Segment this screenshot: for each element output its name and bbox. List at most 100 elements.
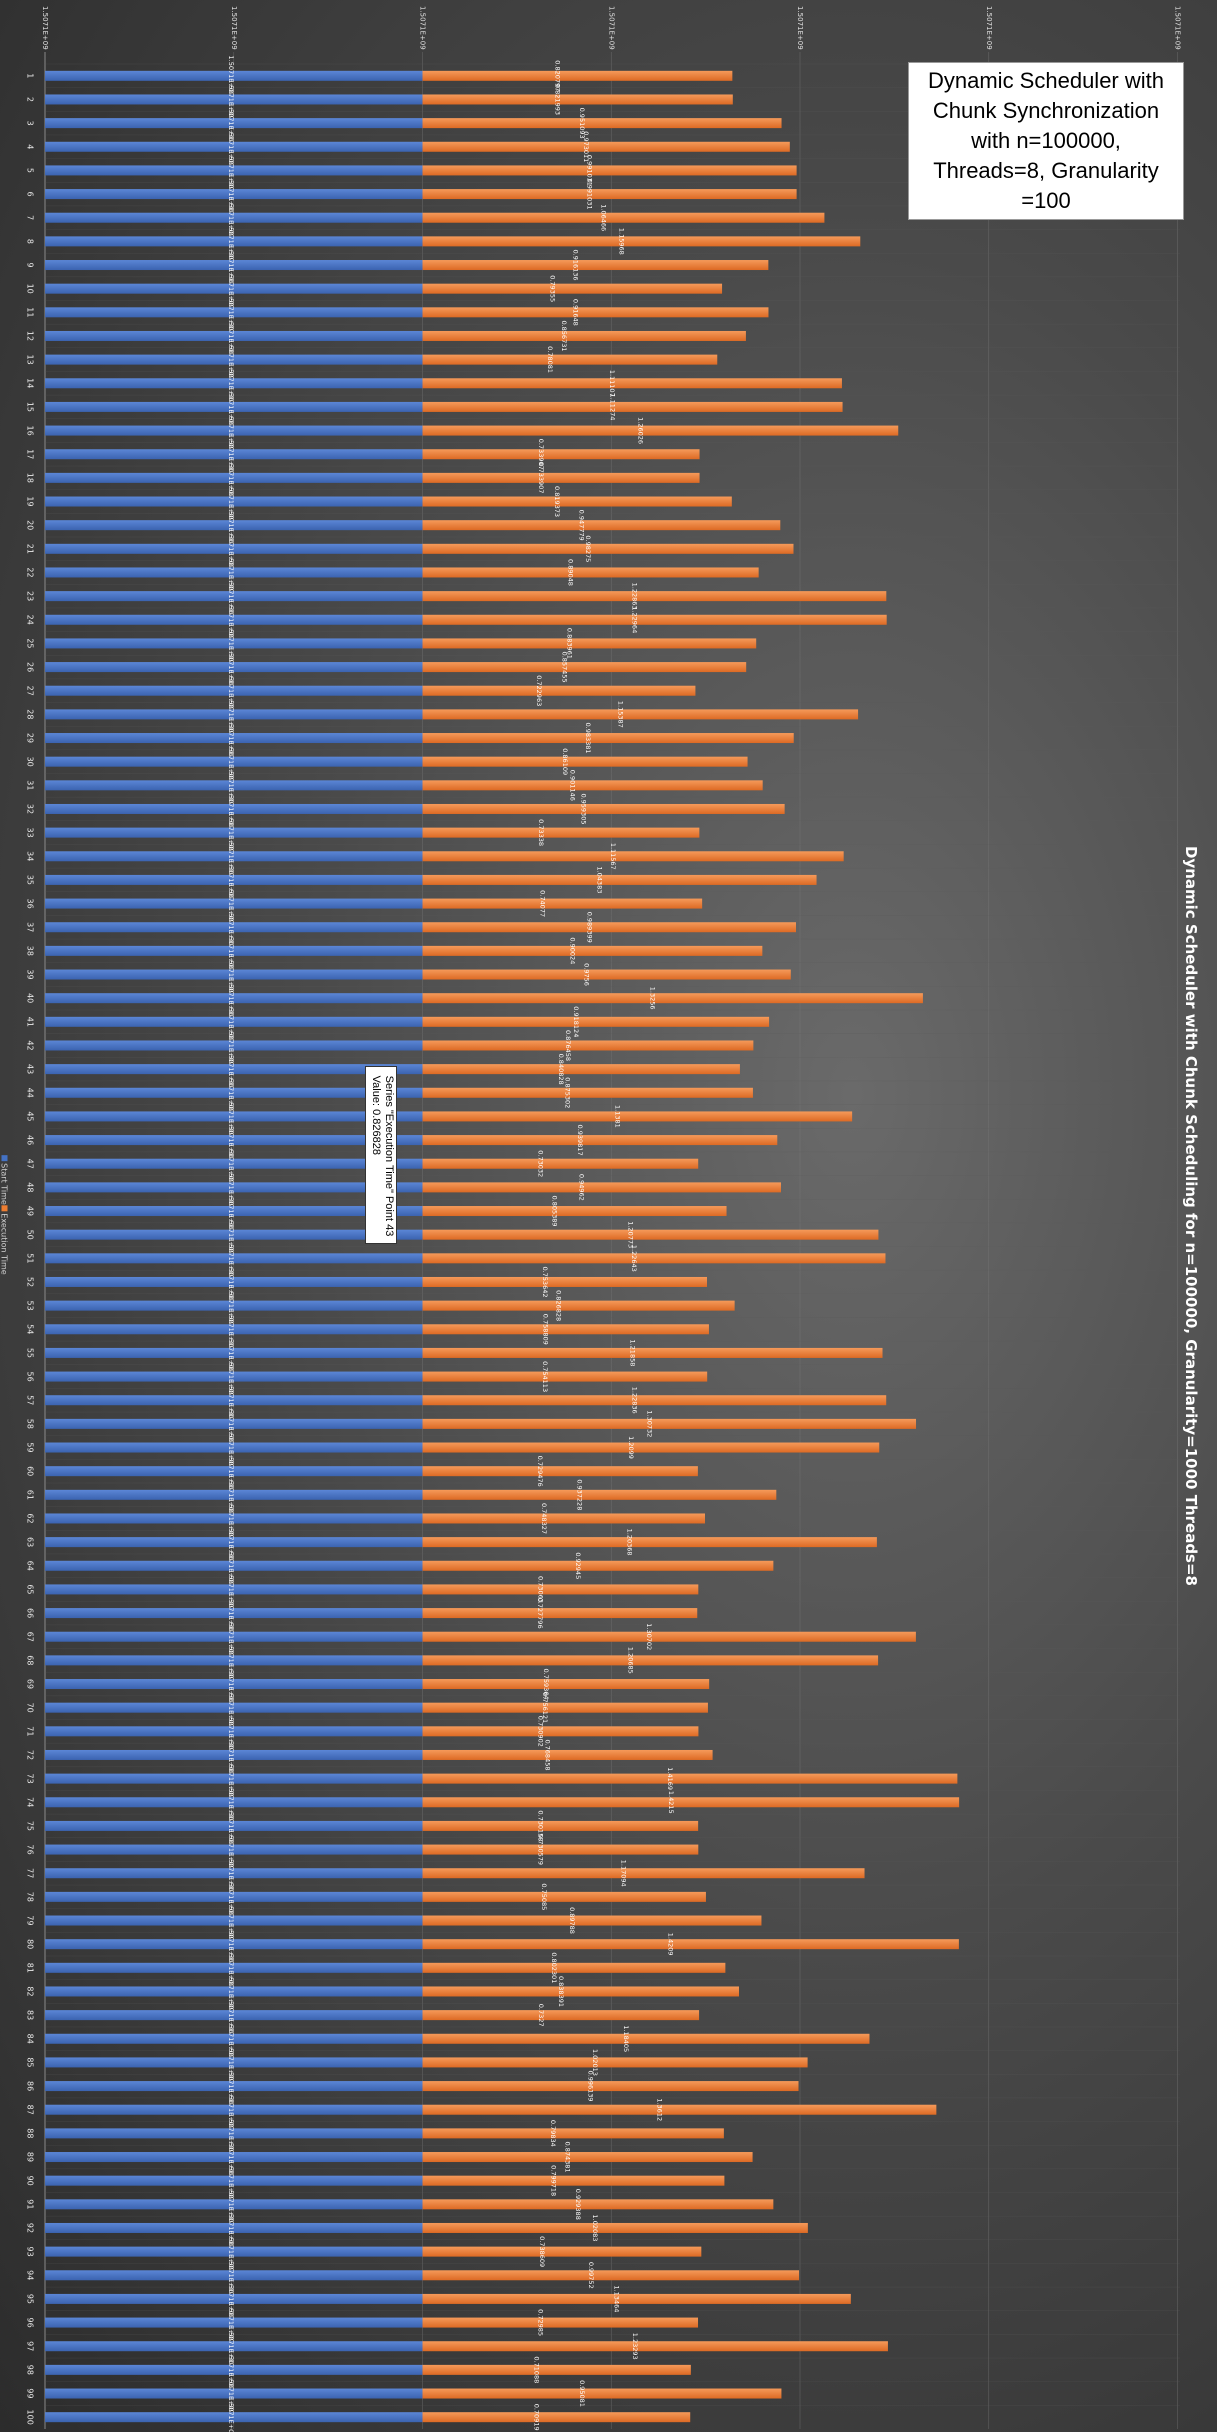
chart-title: Dynamic Scheduler with Chunk Scheduling … (1182, 845, 1200, 1587)
data-label-execution-time: 1.11274 (609, 393, 617, 420)
bar-execution-time (422, 2364, 691, 2375)
data-label-execution-time: 0.991031 (586, 179, 594, 210)
bar-execution-time (422, 189, 797, 200)
legend: Start Time Execution Time (0, 1150, 16, 1275)
data-label-start-time: 1.5071E+09 (227, 1971, 235, 2012)
bar-start-time (45, 1631, 423, 1642)
y-category-label: 20 (26, 520, 35, 530)
data-label-execution-time: 0.733907 (537, 462, 545, 493)
bar-execution-time (422, 94, 733, 105)
data-label-execution-time: 1.26026 (636, 417, 644, 444)
data-label-start-time: 1.5071E+09 (227, 410, 235, 451)
data-label-execution-time: 1.20368 (626, 1529, 634, 1556)
y-category-label: 66 (26, 1608, 35, 1618)
data-label-execution-time: 1.3256 (649, 987, 657, 1010)
bar-start-time (45, 2341, 423, 2352)
y-category-label: 47 (26, 1159, 35, 1169)
y-category-label: 86 (26, 2081, 35, 2091)
y-category-label: 65 (26, 1584, 35, 1594)
data-label-start-time: 1.5071E+09 (227, 599, 235, 640)
data-label-start-time: 1.5071E+09 (227, 2397, 235, 2432)
bar-start-time (45, 283, 423, 294)
y-category-label: 75 (26, 1821, 35, 1831)
data-label-start-time: 1.5071E+09 (227, 2208, 235, 2249)
data-label-execution-time: 0.819373 (553, 486, 561, 517)
bar-start-time (45, 212, 423, 223)
data-label-execution-time: 1.02013 (591, 2049, 599, 2076)
bar-start-time (45, 401, 423, 412)
bar-execution-time (422, 638, 757, 649)
y-category-label: 12 (26, 331, 35, 341)
data-label-start-time: 1.5071E+09 (227, 1829, 235, 1870)
data-label-execution-time: 0.727796 (536, 1598, 544, 1629)
x-tick-label: 1.5071E+09 (419, 6, 427, 50)
data-label-execution-time: 0.89788 (568, 1907, 576, 1934)
y-category-label: 89 (26, 2152, 35, 2162)
bar-execution-time (422, 1844, 699, 1855)
y-category-label: 31 (26, 780, 35, 790)
y-category-label: 60 (26, 1466, 35, 1476)
bar-execution-time (422, 756, 748, 767)
y-category-label: 91 (26, 2199, 35, 2209)
data-label-start-time: 1.5071E+09 (227, 1285, 235, 1326)
bar-execution-time (422, 1395, 887, 1406)
data-point-tooltip: Series "Execution Time" Point 43 Value: … (365, 1066, 397, 1244)
y-category-label: 55 (26, 1348, 35, 1358)
data-label-execution-time: 0.759364 (542, 1669, 550, 1700)
data-label-execution-time: 0.730902 (536, 1716, 544, 1747)
bar-start-time (45, 1537, 423, 1548)
y-category-label: 90 (26, 2176, 35, 2186)
y-category-label: 72 (26, 1750, 35, 1760)
data-label-execution-time: 0.79355 (548, 275, 556, 302)
bar-start-time (45, 993, 423, 1004)
bar-execution-time (422, 1276, 707, 1287)
y-category-label: 70 (26, 1703, 35, 1713)
bar-execution-time (422, 1182, 781, 1193)
data-label-start-time: 1.5071E+09 (227, 1096, 235, 1137)
data-label-start-time: 1.5071E+09 (227, 2255, 235, 2296)
y-category-label: 34 (26, 851, 35, 861)
bar-start-time (45, 2057, 423, 2068)
data-label-execution-time: 0.90024 (568, 937, 576, 964)
y-category-label: 40 (26, 993, 35, 1003)
data-label-start-time: 1.5071E+09 (227, 1569, 235, 1610)
data-label-start-time: 1.5071E+09 (227, 1924, 235, 1965)
y-category-label: 96 (26, 2317, 35, 2327)
bar-start-time (45, 2364, 423, 2375)
bar-start-time (45, 378, 423, 389)
y-category-label: 94 (26, 2270, 35, 2280)
y-category-label: 57 (26, 1395, 35, 1405)
y-category-label: 67 (26, 1632, 35, 1642)
bar-execution-time (422, 260, 769, 271)
bar-start-time (45, 1702, 423, 1713)
bar-start-time (45, 709, 423, 720)
data-label-start-time: 1.5071E+09 (227, 2066, 235, 2107)
bar-start-time (45, 2152, 423, 2163)
data-label-start-time: 1.5071E+09 (227, 1380, 235, 1421)
y-category-label: 84 (26, 2034, 35, 2044)
y-category-label: 15 (26, 402, 35, 412)
data-label-execution-time: 0.75085 (540, 1883, 548, 1910)
bar-start-time (45, 165, 423, 176)
data-label-start-time: 1.5071E+09 (227, 883, 235, 924)
bar-execution-time (422, 1915, 762, 1926)
data-label-start-time: 1.5071E+09 (227, 718, 235, 759)
y-category-label: 18 (26, 473, 35, 483)
bar-execution-time (422, 118, 782, 129)
bar-execution-time (422, 1418, 917, 1429)
bar-execution-time (422, 2270, 800, 2281)
bar-execution-time (422, 2317, 699, 2328)
data-label-execution-time: 0.98275 (584, 535, 592, 562)
y-category-label: 38 (26, 946, 35, 956)
y-category-label: 88 (26, 2128, 35, 2138)
y-category-label: 93 (26, 2247, 35, 2257)
data-label-start-time: 1.5071E+09 (227, 812, 235, 853)
data-label-execution-time: 0.73063 (536, 1576, 544, 1603)
y-category-label: 32 (26, 804, 35, 814)
y-category-label: 92 (26, 2223, 35, 2233)
data-label-execution-time: 0.72985 (536, 2309, 544, 2336)
data-label-start-time: 1.5071E+09 (227, 2326, 235, 2367)
bar-start-time (45, 1513, 423, 1524)
y-category-label: 44 (26, 1088, 35, 1098)
bar-start-time (45, 2293, 423, 2304)
